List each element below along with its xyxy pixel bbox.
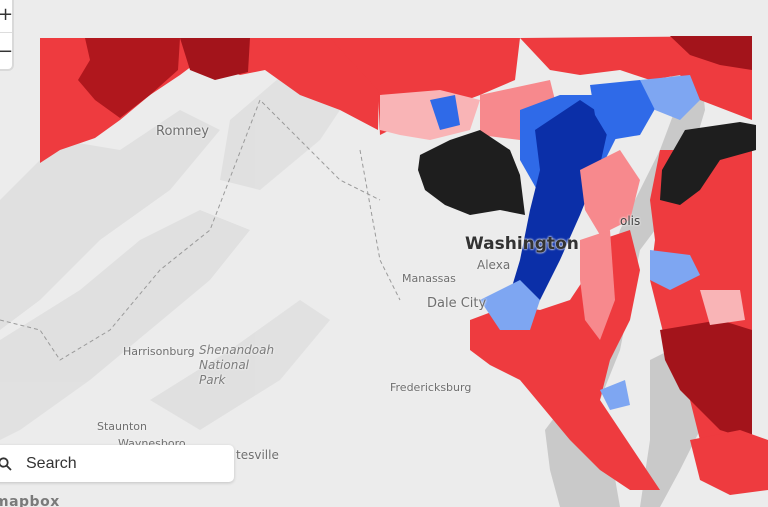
precinct-regions: [40, 36, 768, 495]
northeast-dark: [670, 36, 752, 70]
place-label-alexandria: Alexa: [477, 258, 511, 272]
zoom-divider: [0, 32, 12, 33]
garrett-allegany-dark: [78, 38, 180, 118]
zoom-out-button[interactable]: −: [0, 33, 13, 69]
allegany-dark-2: [180, 38, 250, 80]
zoom-control: + −: [0, 0, 13, 69]
zoom-in-button[interactable]: +: [0, 0, 13, 32]
annapolis-pink: [580, 150, 640, 235]
baltimore-blue: [590, 80, 660, 140]
terrain: [0, 60, 360, 440]
frederick-blue-spot: [430, 95, 460, 130]
carroll-baltimore-red: [520, 36, 752, 120]
calvert-light-red: [580, 230, 615, 340]
search-box[interactable]: [0, 445, 234, 482]
place-label-dale-city: Dale City: [427, 296, 487, 311]
eastern-shore-dark: [660, 320, 752, 440]
frederick-pink: [380, 90, 480, 140]
baltimore-light-blue: [640, 75, 700, 120]
dc-west-nodata: [418, 130, 525, 215]
place-label-shenandoah: Shenandoah National Park: [199, 343, 275, 387]
place-label-romney: Romney: [156, 124, 209, 139]
frederick-red: [330, 38, 520, 135]
lower-shore-red: [690, 430, 768, 495]
place-label-annapolis: olis: [620, 214, 641, 228]
place-label-charlottesville: tesville: [236, 448, 279, 462]
mapbox-logo[interactable]: mapbox: [0, 494, 60, 507]
eastern-shore-pink: [700, 290, 745, 325]
place-label-manassas: Manassas: [402, 272, 456, 285]
eastern-shore-light-blue: [650, 250, 700, 290]
state-borders: [0, 99, 401, 361]
search-icon: [0, 456, 12, 471]
charles-light-blue: [480, 280, 540, 330]
st-marys-blue: [600, 380, 630, 410]
search-input[interactable]: [24, 453, 218, 474]
pg-dark-blue: [505, 100, 610, 330]
place-label-washington: Washington: [465, 234, 579, 254]
place-label-staunton: Staunton: [97, 420, 147, 433]
place-label-harrisonburg: Harrisonburg: [123, 345, 195, 358]
eastern-nodata: [660, 122, 756, 205]
place-label-fredericksburg: Fredericksburg: [390, 381, 472, 394]
